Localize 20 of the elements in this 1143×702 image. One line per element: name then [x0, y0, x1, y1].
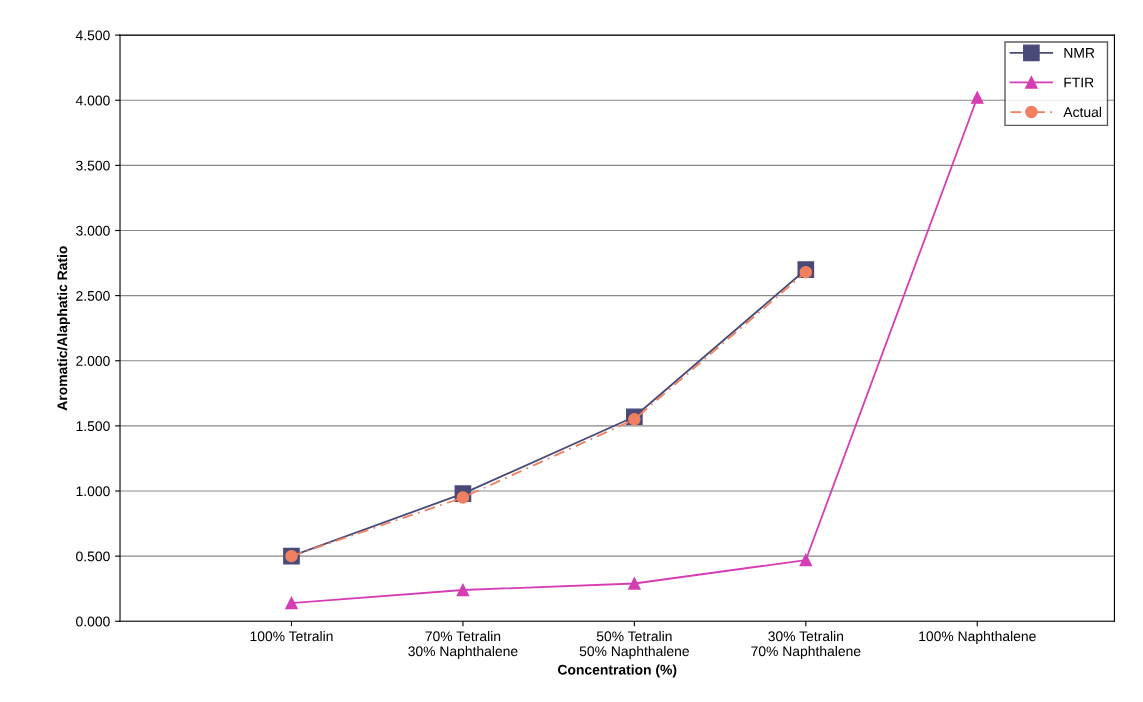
y-axis-title: Aromatic/Alaphatic Ratio	[57, 246, 70, 411]
legend-label: Actual	[1063, 106, 1101, 118]
legend-label: FTIR	[1064, 77, 1094, 88]
legend-label: NMR	[1064, 48, 1095, 58]
y-tick-label: 3.000	[76, 225, 110, 236]
x-tick-label: 70% Tetralin 30% Naphthalene	[408, 630, 518, 659]
y-tick-label: 2.000	[76, 356, 110, 366]
x-tick-label: 100% Naphthalene	[919, 630, 1036, 644]
y-tick-label: 4.500	[75, 30, 110, 41]
y-tick-label: 0.500	[76, 551, 110, 562]
y-tick-label: 1.000	[76, 486, 110, 497]
y-tick-label: 3.500	[76, 160, 110, 171]
x-tick-label: 100% Tetralin	[250, 630, 333, 642]
x-tick-label: 50% Tetralin 50% Naphthalene	[579, 630, 689, 659]
y-tick-label: 2.500	[76, 290, 110, 301]
y-tick-label: 0.000	[76, 616, 110, 627]
y-tick-label: 1.500	[76, 421, 110, 432]
x-tick-label: 30% Tetralin 70% Naphthalene	[751, 630, 861, 659]
x-axis-title: Concentration (%)	[558, 664, 677, 678]
y-tick-label: 4.000	[75, 95, 110, 106]
